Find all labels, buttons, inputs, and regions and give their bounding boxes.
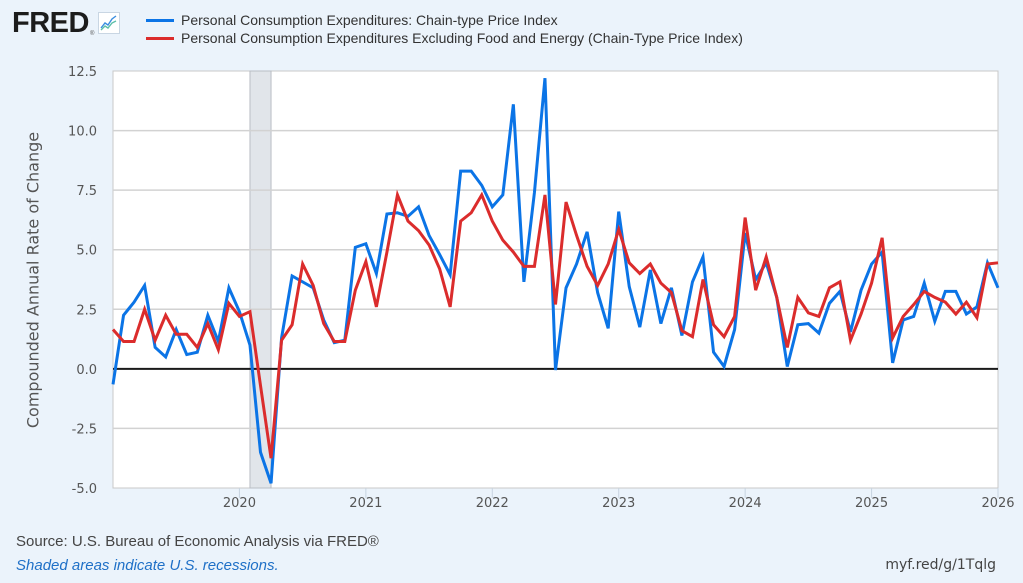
y-tick-label: -5.0: [72, 482, 97, 497]
y-tick-label: 12.5: [68, 65, 97, 80]
fred-logo[interactable]: FRED ®: [12, 7, 121, 39]
short-link[interactable]: myf.red/g/1Tqlg: [885, 557, 996, 573]
legend-swatch-core-pce: [146, 36, 174, 40]
recession-shade: [249, 70, 272, 489]
y-tick-label: 5.0: [76, 244, 97, 259]
x-tick-label: 2021: [349, 496, 382, 511]
source-text: Source: U.S. Bureau of Economic Analysis…: [16, 533, 379, 550]
y-tick-label: 7.5: [76, 184, 97, 199]
y-tick-label: 2.5: [76, 303, 97, 318]
recession-note[interactable]: Shaded areas indicate U.S. recessions.: [16, 557, 279, 574]
y-axis-ticks: -5.0 -2.5 0.0 2.5 5.0 7.5 10.0 12.5: [68, 65, 97, 497]
x-tick-label: 2024: [729, 496, 762, 511]
x-tick-label: 2023: [602, 496, 635, 511]
legend-item-pce[interactable]: Personal Consumption Expenditures: Chain…: [146, 11, 743, 29]
x-tick-label: 2020: [223, 496, 256, 511]
logo-text: FRED: [12, 7, 89, 39]
y-tick-label: 0.0: [76, 363, 97, 378]
legend-item-core-pce[interactable]: Personal Consumption Expenditures Exclud…: [146, 29, 743, 47]
x-tick-label: 2026: [981, 496, 1014, 511]
line-chart-icon: [98, 12, 121, 34]
legend-label-pce: Personal Consumption Expenditures: Chain…: [181, 12, 558, 28]
y-tick-label: -2.5: [72, 422, 97, 437]
logo-registered-mark: ®: [89, 31, 95, 37]
series-line-core-pce: [111, 189, 999, 459]
x-tick-label: 2025: [855, 496, 888, 511]
series-lines: [111, 78, 1000, 484]
x-axis-ticks: 2020 2021 2022 2023 2024 2025 2026: [223, 488, 1015, 511]
legend-label-core-pce: Personal Consumption Expenditures Exclud…: [181, 30, 743, 46]
legend-swatch-pce: [146, 18, 174, 22]
x-tick-label: 2022: [476, 496, 509, 511]
recession-shading-group: [249, 70, 272, 489]
chart-legend: Personal Consumption Expenditures: Chain…: [146, 11, 743, 47]
y-tick-label: 10.0: [68, 125, 97, 140]
